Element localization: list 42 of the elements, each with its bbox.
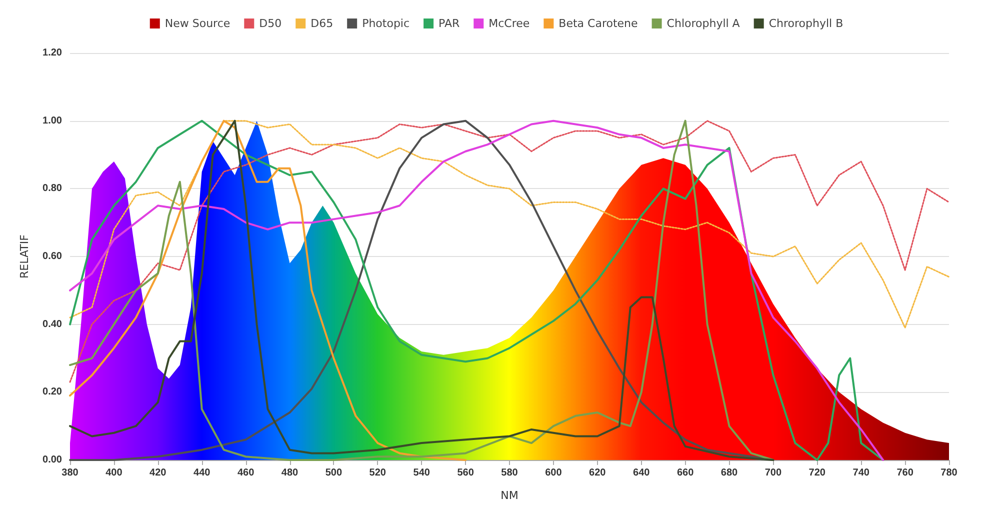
line-series (69, 120, 950, 383)
x-tick-label: 540 (413, 468, 430, 478)
legend-label: Chrorophyll B (768, 17, 844, 30)
x-tick-label: 760 (896, 468, 914, 478)
x-tick-label: 440 (194, 468, 211, 478)
x-tick-label: 480 (281, 468, 299, 478)
x-tick-label: 740 (852, 468, 870, 478)
legend-label: D50 (259, 17, 282, 30)
legend-label: Beta Carotene (558, 17, 638, 30)
y-tick-label: 0.20 (42, 386, 62, 398)
x-tick-label: 780 (940, 468, 958, 478)
x-tick-label: 420 (150, 468, 167, 478)
legend-label: Chlorophyll A (666, 17, 740, 30)
legend-label: Photopic (362, 17, 410, 30)
x-tick-label: 520 (369, 468, 386, 478)
x-tick-label: 720 (808, 468, 826, 478)
x-tick-label: 680 (720, 468, 738, 478)
x-tick-label: 380 (62, 468, 79, 478)
y-tick-label: 0.00 (42, 454, 62, 466)
y-tick-label: 0.80 (42, 183, 62, 194)
y-tick-label: 0.40 (42, 318, 62, 330)
y-tick-label: 0.60 (42, 251, 62, 262)
legend-label: New Source (164, 17, 230, 30)
y-tick-label: 1.00 (42, 115, 62, 126)
line-series (69, 120, 950, 328)
legend-label: D65 (310, 17, 334, 30)
x-tick-label: 560 (457, 468, 474, 478)
legend-label: PAR (438, 17, 460, 30)
line-series (69, 120, 467, 461)
y-axis-title: RELATIF (18, 234, 31, 278)
x-tick-label: 400 (106, 468, 123, 478)
x-tick-label: 460 (237, 468, 255, 478)
x-tick-label: 620 (589, 468, 606, 478)
x-tick-label: 600 (545, 468, 562, 478)
x-axis-title: NM (500, 489, 518, 502)
x-tick-label: 640 (633, 468, 650, 478)
x-tick-label: 500 (325, 468, 342, 478)
legend-label: McCree (488, 17, 530, 30)
x-tick-label: 660 (676, 468, 694, 478)
y-tick-label: 1.20 (42, 48, 62, 58)
x-tick-label: 580 (501, 468, 518, 478)
x-tick-label: 700 (764, 468, 782, 478)
